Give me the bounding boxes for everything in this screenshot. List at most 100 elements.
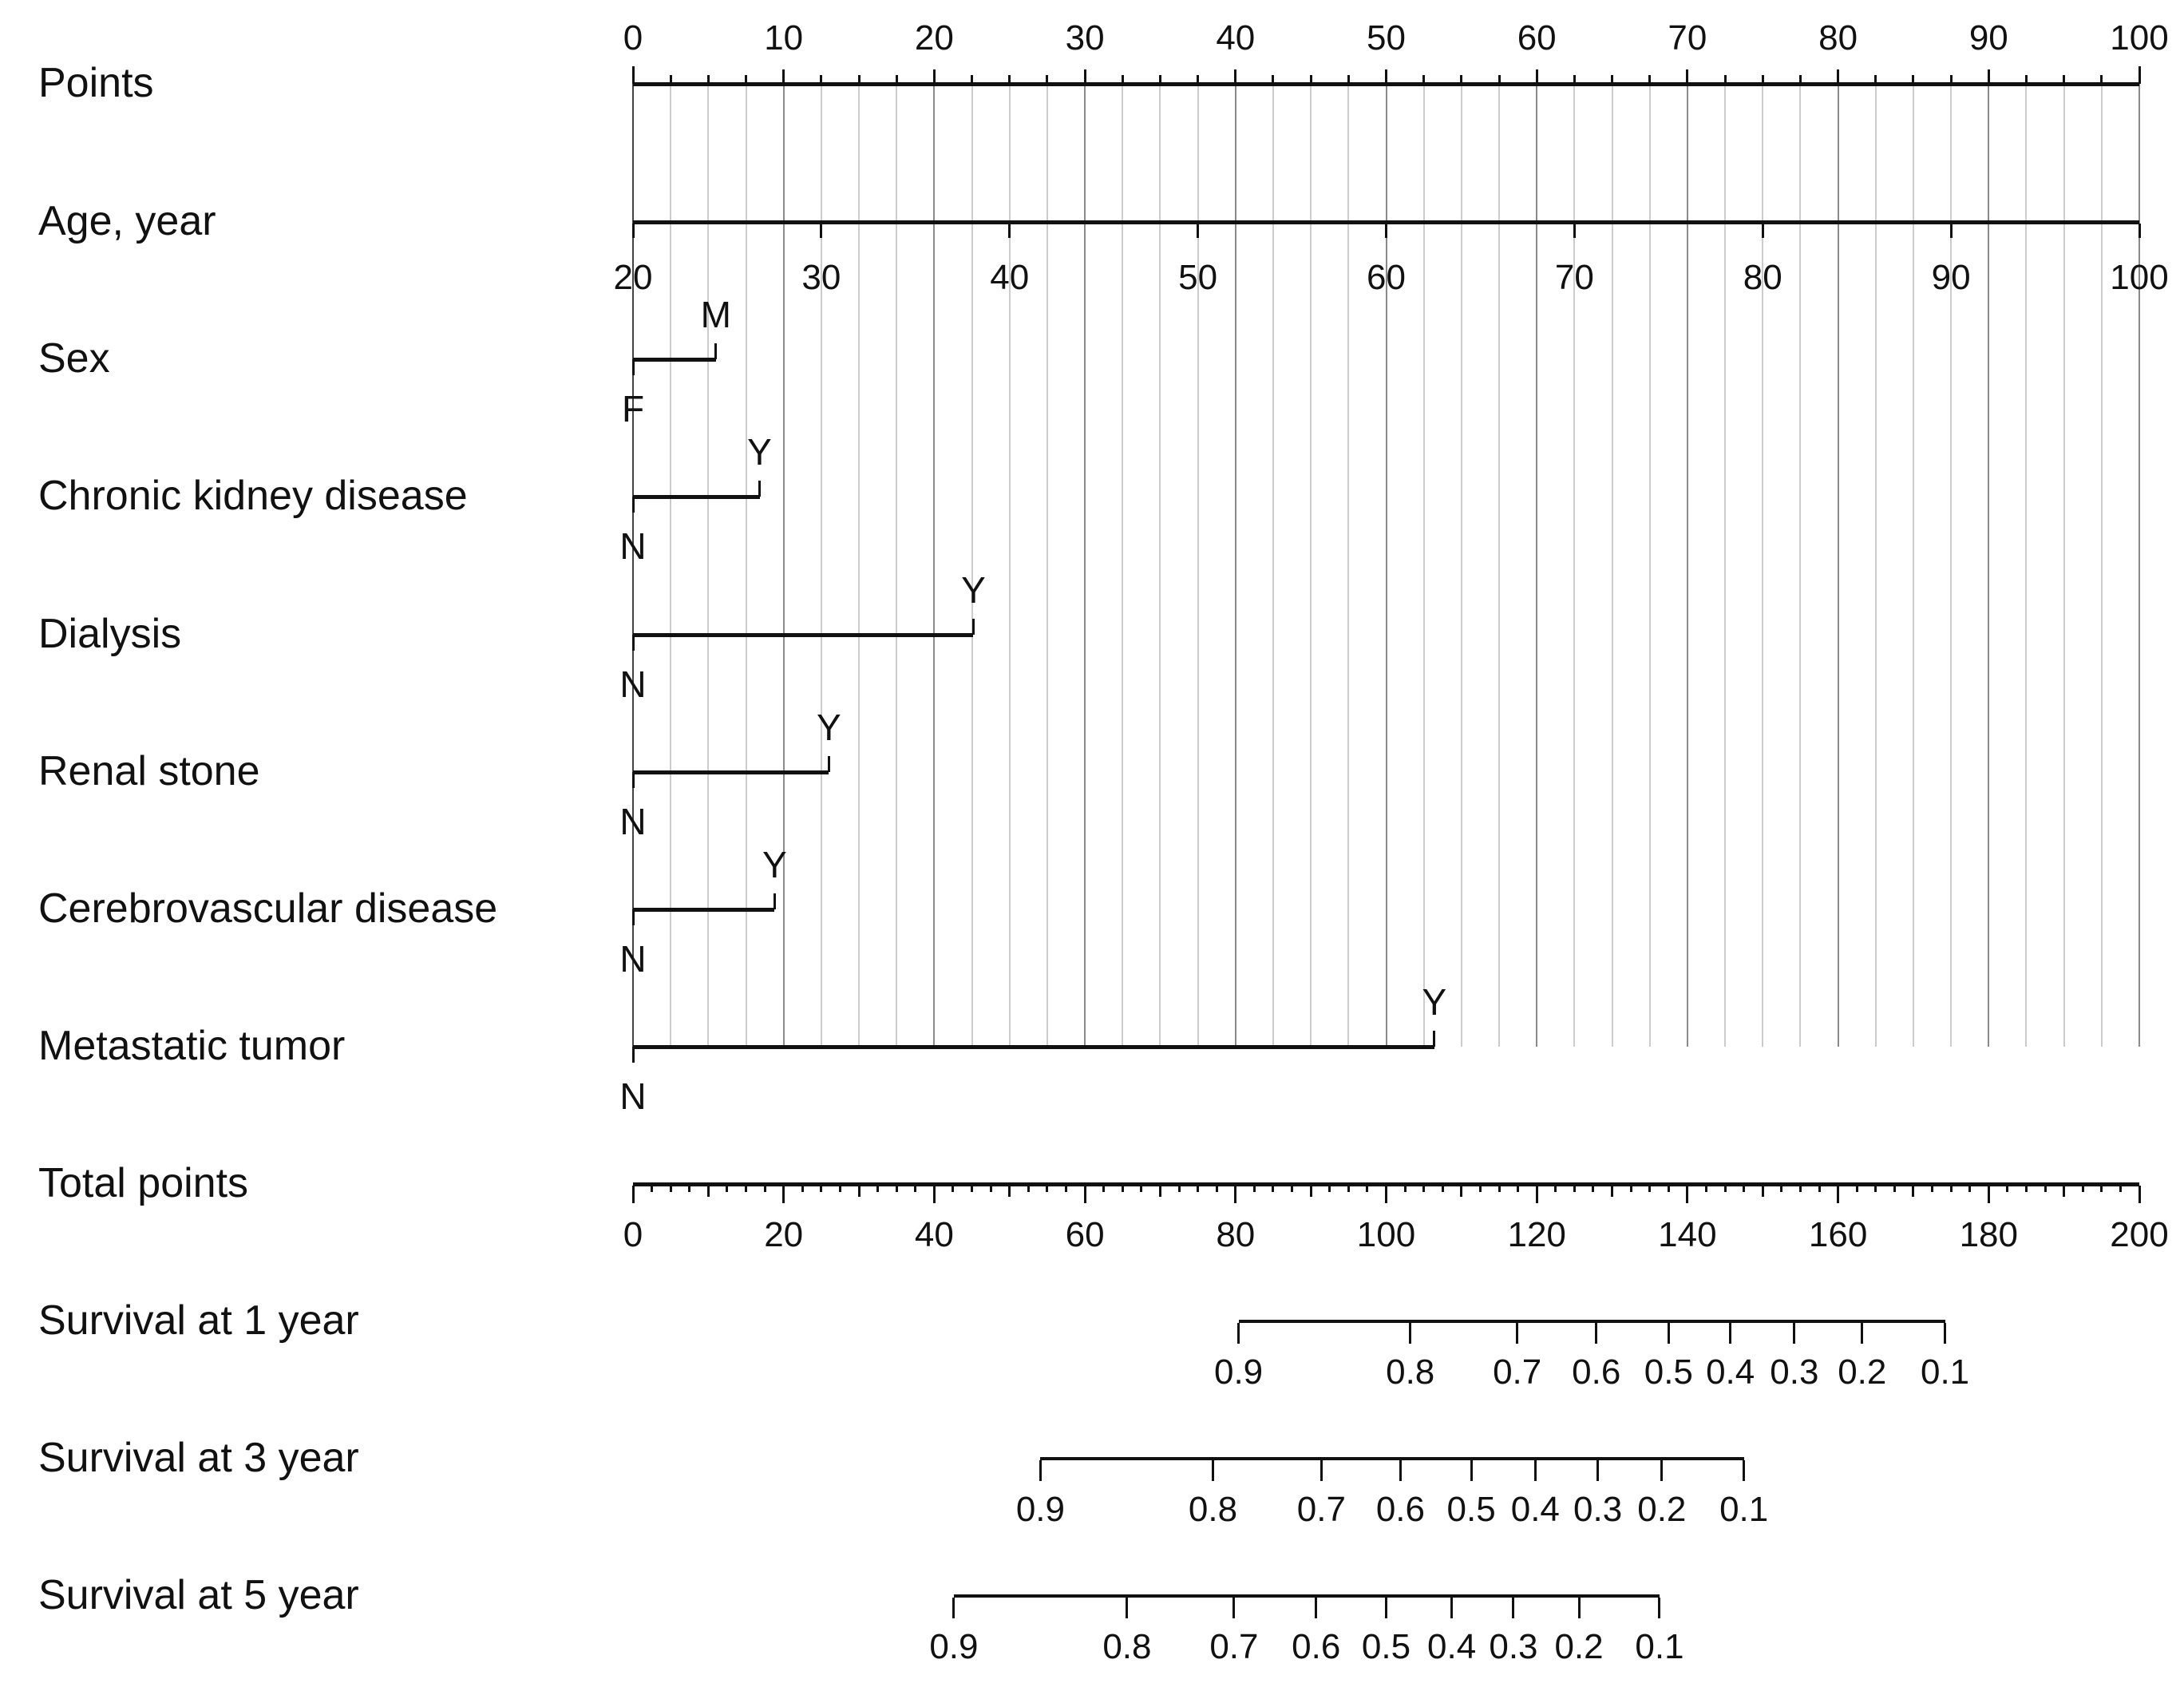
age-axis-tick (1761, 224, 1764, 238)
survival-1-year-tick (1729, 1323, 1732, 1344)
survival-1-year-tick-label: 0.3 (1770, 1352, 1819, 1392)
survival-5-year-tick (1512, 1598, 1515, 1618)
gridline (707, 84, 710, 1047)
age-axis-line (633, 220, 2139, 224)
gridline (1122, 84, 1124, 1047)
survival-1-year-tick-label: 0.4 (1706, 1352, 1755, 1392)
points-axis-tick (1611, 75, 1614, 84)
points-axis-tick (1385, 69, 1387, 84)
gridline (1008, 84, 1011, 1047)
points-axis-tick (1309, 75, 1312, 84)
metastatic-tumor-low-tick (631, 1047, 635, 1063)
total-points-tick (914, 1186, 917, 1192)
total-points-tick (2138, 1186, 2141, 1203)
metastatic-tumor-high-label: Y (1422, 981, 1447, 1023)
age-tick-label: 80 (1743, 258, 1782, 297)
points-axis-tick (1949, 75, 1953, 84)
age-tick-label: 90 (1931, 258, 1971, 297)
total-points-tick (1252, 1186, 1256, 1192)
dialysis-bar (633, 632, 974, 637)
total-points-tick (1667, 1186, 1670, 1192)
total-points-tick (989, 1186, 992, 1192)
total-points-tick (1592, 1186, 1595, 1192)
gridline (782, 84, 785, 1047)
survival-1-year-tick-label: 0.9 (1213, 1352, 1264, 1392)
cerebrovascular-disease-bar (633, 907, 775, 912)
age-tick-label: 100 (2110, 258, 2169, 297)
metastatic-tumor-high-tick (1433, 1031, 1436, 1047)
total-points-tick (1385, 1186, 1387, 1203)
points-axis-tick (1912, 75, 1915, 84)
gridline (2100, 84, 2103, 1047)
total-points-tick (1027, 1186, 1030, 1192)
row-label-cerebrovascular-disease: Cerebrovascular disease (38, 885, 498, 932)
survival-3-year-tick-label: 0.3 (1573, 1490, 1623, 1529)
total-points-tick (1780, 1186, 1783, 1192)
gridline (2025, 84, 2028, 1047)
survival-3-year-tick (1743, 1460, 1746, 1481)
total-points-tick (1441, 1186, 1444, 1192)
points-axis-tick (820, 75, 823, 84)
points-axis-tick (1460, 75, 1463, 84)
gridline (1310, 84, 1312, 1047)
total-points-tick (1177, 1186, 1181, 1192)
chronic-kidney-disease-bar (633, 494, 760, 499)
gridline (2063, 84, 2065, 1047)
points-axis-tick (1347, 75, 1350, 84)
points-axis-tick (1046, 75, 1049, 84)
survival-1-year-tick-label: 0.1 (1920, 1352, 1970, 1392)
dialysis-high-tick (971, 619, 975, 635)
points-axis-tick (1837, 69, 1840, 84)
metastatic-tumor-bar (633, 1044, 1434, 1049)
survival-5-year-tick (1658, 1598, 1661, 1618)
sex-high-tick (714, 343, 718, 359)
chronic-kidney-disease-high-tick (758, 481, 761, 497)
row-label-survival-1-year: Survival at 1 year (38, 1297, 359, 1344)
total-points-tick (1761, 1186, 1764, 1197)
survival-1-year-tick-label: 0.6 (1572, 1352, 1621, 1392)
row-label-chronic-kidney-disease: Chronic kidney disease (38, 472, 468, 519)
total-points-tick (1328, 1186, 1331, 1192)
survival-1-year-tick-label: 0.8 (1386, 1352, 1435, 1392)
sex-high-label: M (700, 294, 731, 335)
points-axis-tick (1422, 75, 1426, 84)
survival-3-year-tick (1660, 1460, 1664, 1481)
points-axis-tick (2100, 75, 2103, 84)
points-axis-tick (1761, 75, 1764, 84)
total-points-tick (1648, 1186, 1652, 1192)
points-axis-tick (971, 75, 974, 84)
gridline (1874, 84, 1877, 1047)
total-points-tick-label: 160 (1808, 1215, 1868, 1254)
points-tick-label: 60 (1517, 18, 1557, 57)
survival-3-year-tick-label: 0.4 (1510, 1490, 1560, 1529)
survival-3-year-tick-label: 0.5 (1446, 1490, 1496, 1529)
age-axis-tick (631, 224, 635, 238)
cerebrovascular-disease-low-tick (631, 909, 635, 925)
gridline (632, 84, 634, 1047)
total-points-tick-label: 180 (1959, 1215, 2019, 1254)
survival-1-year-tick (1237, 1323, 1240, 1344)
total-points-tick (2024, 1186, 2028, 1192)
survival-5-year-tick-label: 0.4 (1426, 1627, 1477, 1666)
survival-5-year-tick (1232, 1598, 1236, 1618)
points-tick-label: 70 (1668, 18, 1707, 57)
gridline (1234, 84, 1236, 1047)
points-axis-tick (1874, 75, 1877, 84)
age-axis-tick (1949, 224, 1953, 238)
points-axis-tick (1083, 69, 1086, 84)
gridline (1988, 84, 1990, 1047)
row-label-dialysis: Dialysis (38, 610, 182, 657)
gridline (1084, 84, 1086, 1047)
total-points-tick (1366, 1186, 1369, 1192)
total-points-tick-label: 20 (764, 1215, 804, 1254)
gridline (971, 84, 973, 1047)
gridline (933, 84, 936, 1047)
points-axis-tick (782, 69, 785, 84)
gridline (1159, 84, 1161, 1047)
age-axis-tick (1385, 224, 1387, 238)
sex-bar (633, 357, 716, 362)
total-points-tick (1347, 1186, 1350, 1192)
chronic-kidney-disease-high-label: Y (747, 431, 772, 473)
total-points-tick (1102, 1186, 1106, 1192)
total-points-tick (1403, 1186, 1407, 1192)
